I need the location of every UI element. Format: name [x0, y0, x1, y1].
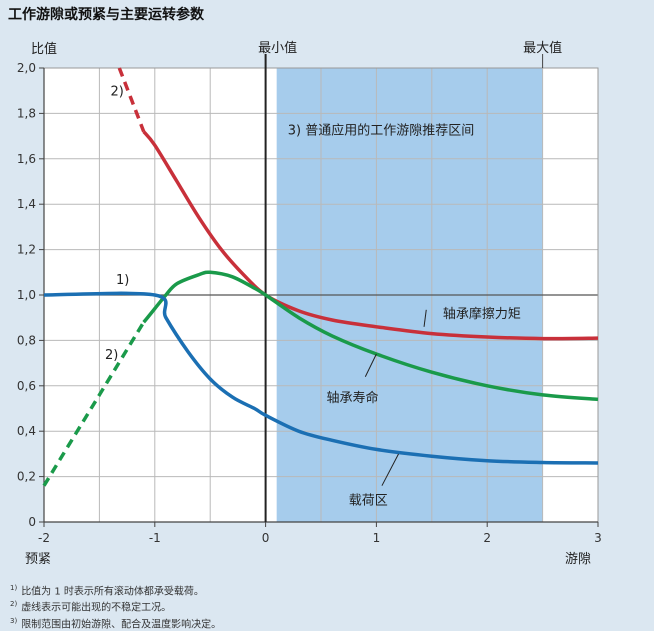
footnote-1: 1) 比值为 1 时表示所有滚动体都承受载荷。 — [10, 584, 204, 598]
x-tick-label: -2 — [38, 531, 50, 545]
friction-torque-line — [142, 130, 599, 341]
y-tick-label: 1,0 — [17, 288, 36, 302]
x-tick-label: 1 — [373, 531, 381, 545]
min-value-label: 最小值 — [258, 40, 297, 56]
note-marker-2: 2) — [110, 85, 123, 100]
bearing-life-line — [142, 270, 599, 402]
x-tick-label: 3 — [594, 531, 602, 545]
friction-torque-unstable-dashed-line — [117, 67, 146, 133]
x-axis-label-clearance: 游隙 — [565, 552, 591, 567]
y-tick-label: 1,2 — [17, 243, 36, 257]
y-tick-label: 1,6 — [17, 152, 36, 166]
load-zone-label: 载荷区 — [349, 493, 388, 508]
y-tick-label: 0,8 — [17, 333, 36, 347]
y-tick-label: 0 — [28, 515, 36, 529]
x-axis-label-preload: 预紧 — [25, 552, 51, 567]
note-marker-3: 2) — [105, 348, 118, 363]
max-value-label: 最大值 — [523, 40, 562, 56]
load-zone-label-leader — [381, 453, 400, 486]
bearing-life-label: 轴承寿命 — [327, 390, 379, 406]
footnotes: 1) 比值为 1 时表示所有滚动体都承受载荷。 2) 虚线表示可能出现的不稳定工况。… — [10, 582, 221, 631]
x-tick-label: -1 — [149, 531, 161, 545]
note-marker-1: 1) — [116, 273, 129, 288]
friction-torque-label-leader — [423, 309, 427, 327]
footnote-3: 3) 限制范围由初始游隙、配合及温度影响决定。 — [10, 616, 222, 630]
x-tick-label: 0 — [262, 531, 270, 545]
bearing-life-unstable-dashed-line — [42, 321, 146, 487]
load-zone-line — [43, 291, 599, 465]
bearing-life-label-leader — [364, 353, 377, 377]
y-tick-label: 0,2 — [17, 470, 36, 484]
y-tick-label: 1,4 — [17, 197, 36, 211]
y-tick-label: 1,8 — [17, 106, 36, 120]
footnote-2: 2) 虚线表示可能出现的不稳定工况。 — [10, 600, 172, 614]
x-tick-label: 2 — [483, 531, 491, 545]
y-tick-label: 2,0 — [17, 61, 36, 75]
friction-torque-label: 轴承摩擦力矩 — [443, 306, 521, 322]
recommended-region-label: 3) 普通应用的工作游隙推荐区间 — [288, 122, 474, 138]
figure-title: 工作游隙或预紧与主要运转参数 — [8, 7, 204, 23]
y-tick-label: 0,4 — [17, 424, 36, 438]
y-axis-label: 比值 — [31, 41, 57, 57]
y-tick-label: 0,6 — [17, 379, 36, 393]
